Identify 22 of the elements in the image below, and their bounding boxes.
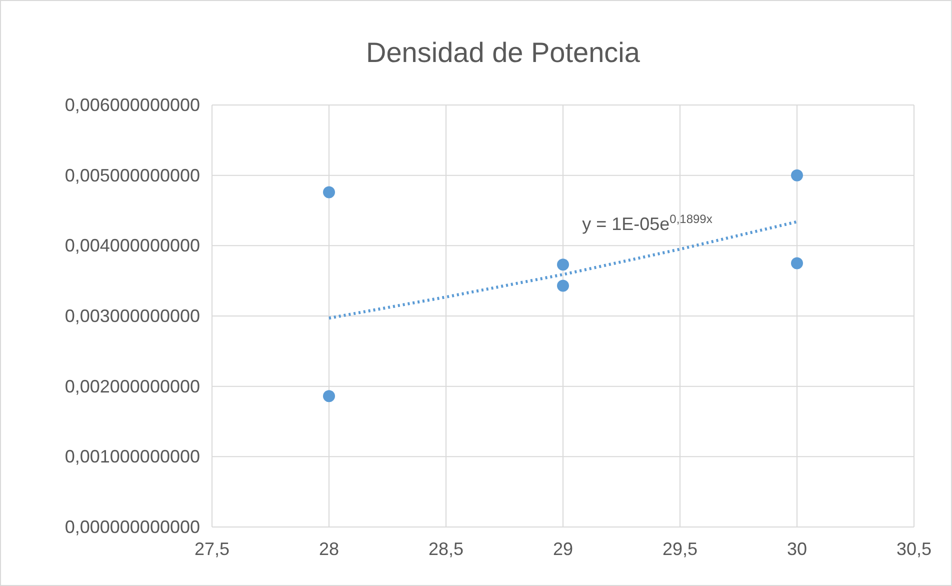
y-tick-label: 0,005000000000 [64, 165, 200, 186]
point [791, 257, 803, 270]
point [557, 258, 569, 271]
x-tick-label: 30 [786, 539, 808, 559]
x-tick-label: 28,5 [428, 539, 464, 559]
x-tick-label: 29 [552, 539, 574, 559]
point [557, 280, 569, 292]
y-tick-label: 0,002000000000 [64, 376, 200, 396]
point [323, 390, 335, 402]
y-tick-label: 0,004000000000 [64, 236, 200, 256]
point [323, 186, 335, 198]
annotation: y = 1E-05e$^{0,1899x}$ [582, 212, 712, 234]
y-tick-label: 0,001000000000 [64, 446, 200, 467]
y-tick-label: 0,006000000000 [64, 95, 200, 115]
x-tick-label: 29,5 [662, 539, 698, 559]
chart-title: Densidad de Potencia [366, 37, 640, 68]
y-tick-label: 0,000000000000 [64, 517, 200, 537]
x-tick-label: 28 [318, 539, 340, 559]
x-tick-label: 27,5 [194, 539, 230, 559]
y-tick-label: 0,003000000000 [64, 306, 200, 326]
point [791, 169, 803, 182]
x-tick-label: 30,5 [896, 539, 932, 559]
